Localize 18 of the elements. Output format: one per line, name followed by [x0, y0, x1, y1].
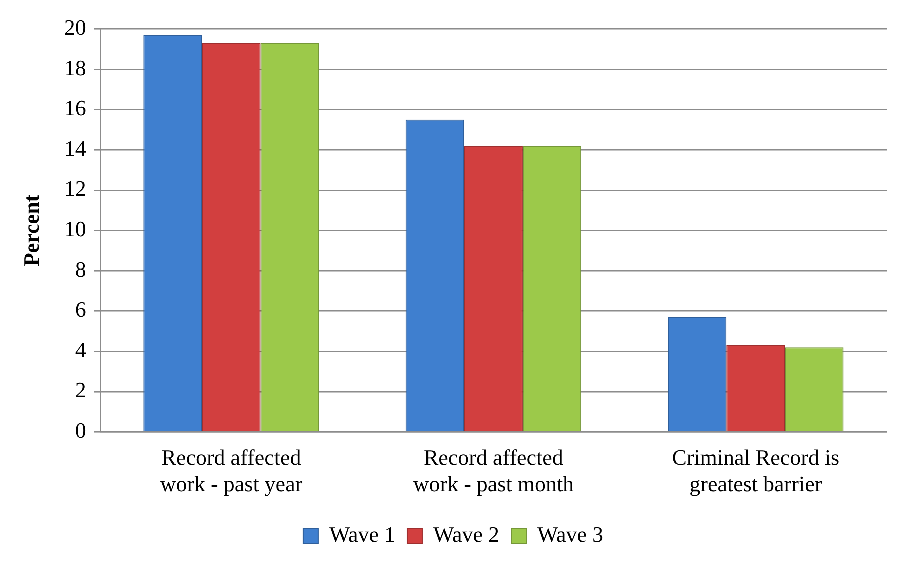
y-axis-title: Percent [18, 194, 44, 267]
y-tick-label: 4 [75, 337, 86, 362]
y-tick-label: 0 [75, 418, 86, 443]
y-tick-label: 20 [64, 14, 86, 40]
y-tick-label: 10 [64, 216, 86, 242]
y-tick-label: 18 [64, 55, 86, 80]
y-tick-label: 2 [75, 378, 86, 403]
y-tick-label: 8 [75, 256, 86, 282]
x-tick-label: Criminal Record is greatest barrier [672, 445, 840, 497]
y-tick-label: 14 [64, 136, 86, 161]
x-tick-label: Record affected work - past year [160, 445, 304, 497]
legend-label: Wave 3 [538, 522, 604, 547]
y-tick-label: 6 [75, 297, 86, 322]
legend-label: Wave 2 [433, 522, 500, 547]
x-tick-label: Record affected work - past month [413, 445, 574, 497]
legend-label: Wave 1 [329, 522, 396, 547]
y-tick-label: 16 [64, 96, 86, 121]
y-tick-label: 12 [64, 176, 86, 202]
